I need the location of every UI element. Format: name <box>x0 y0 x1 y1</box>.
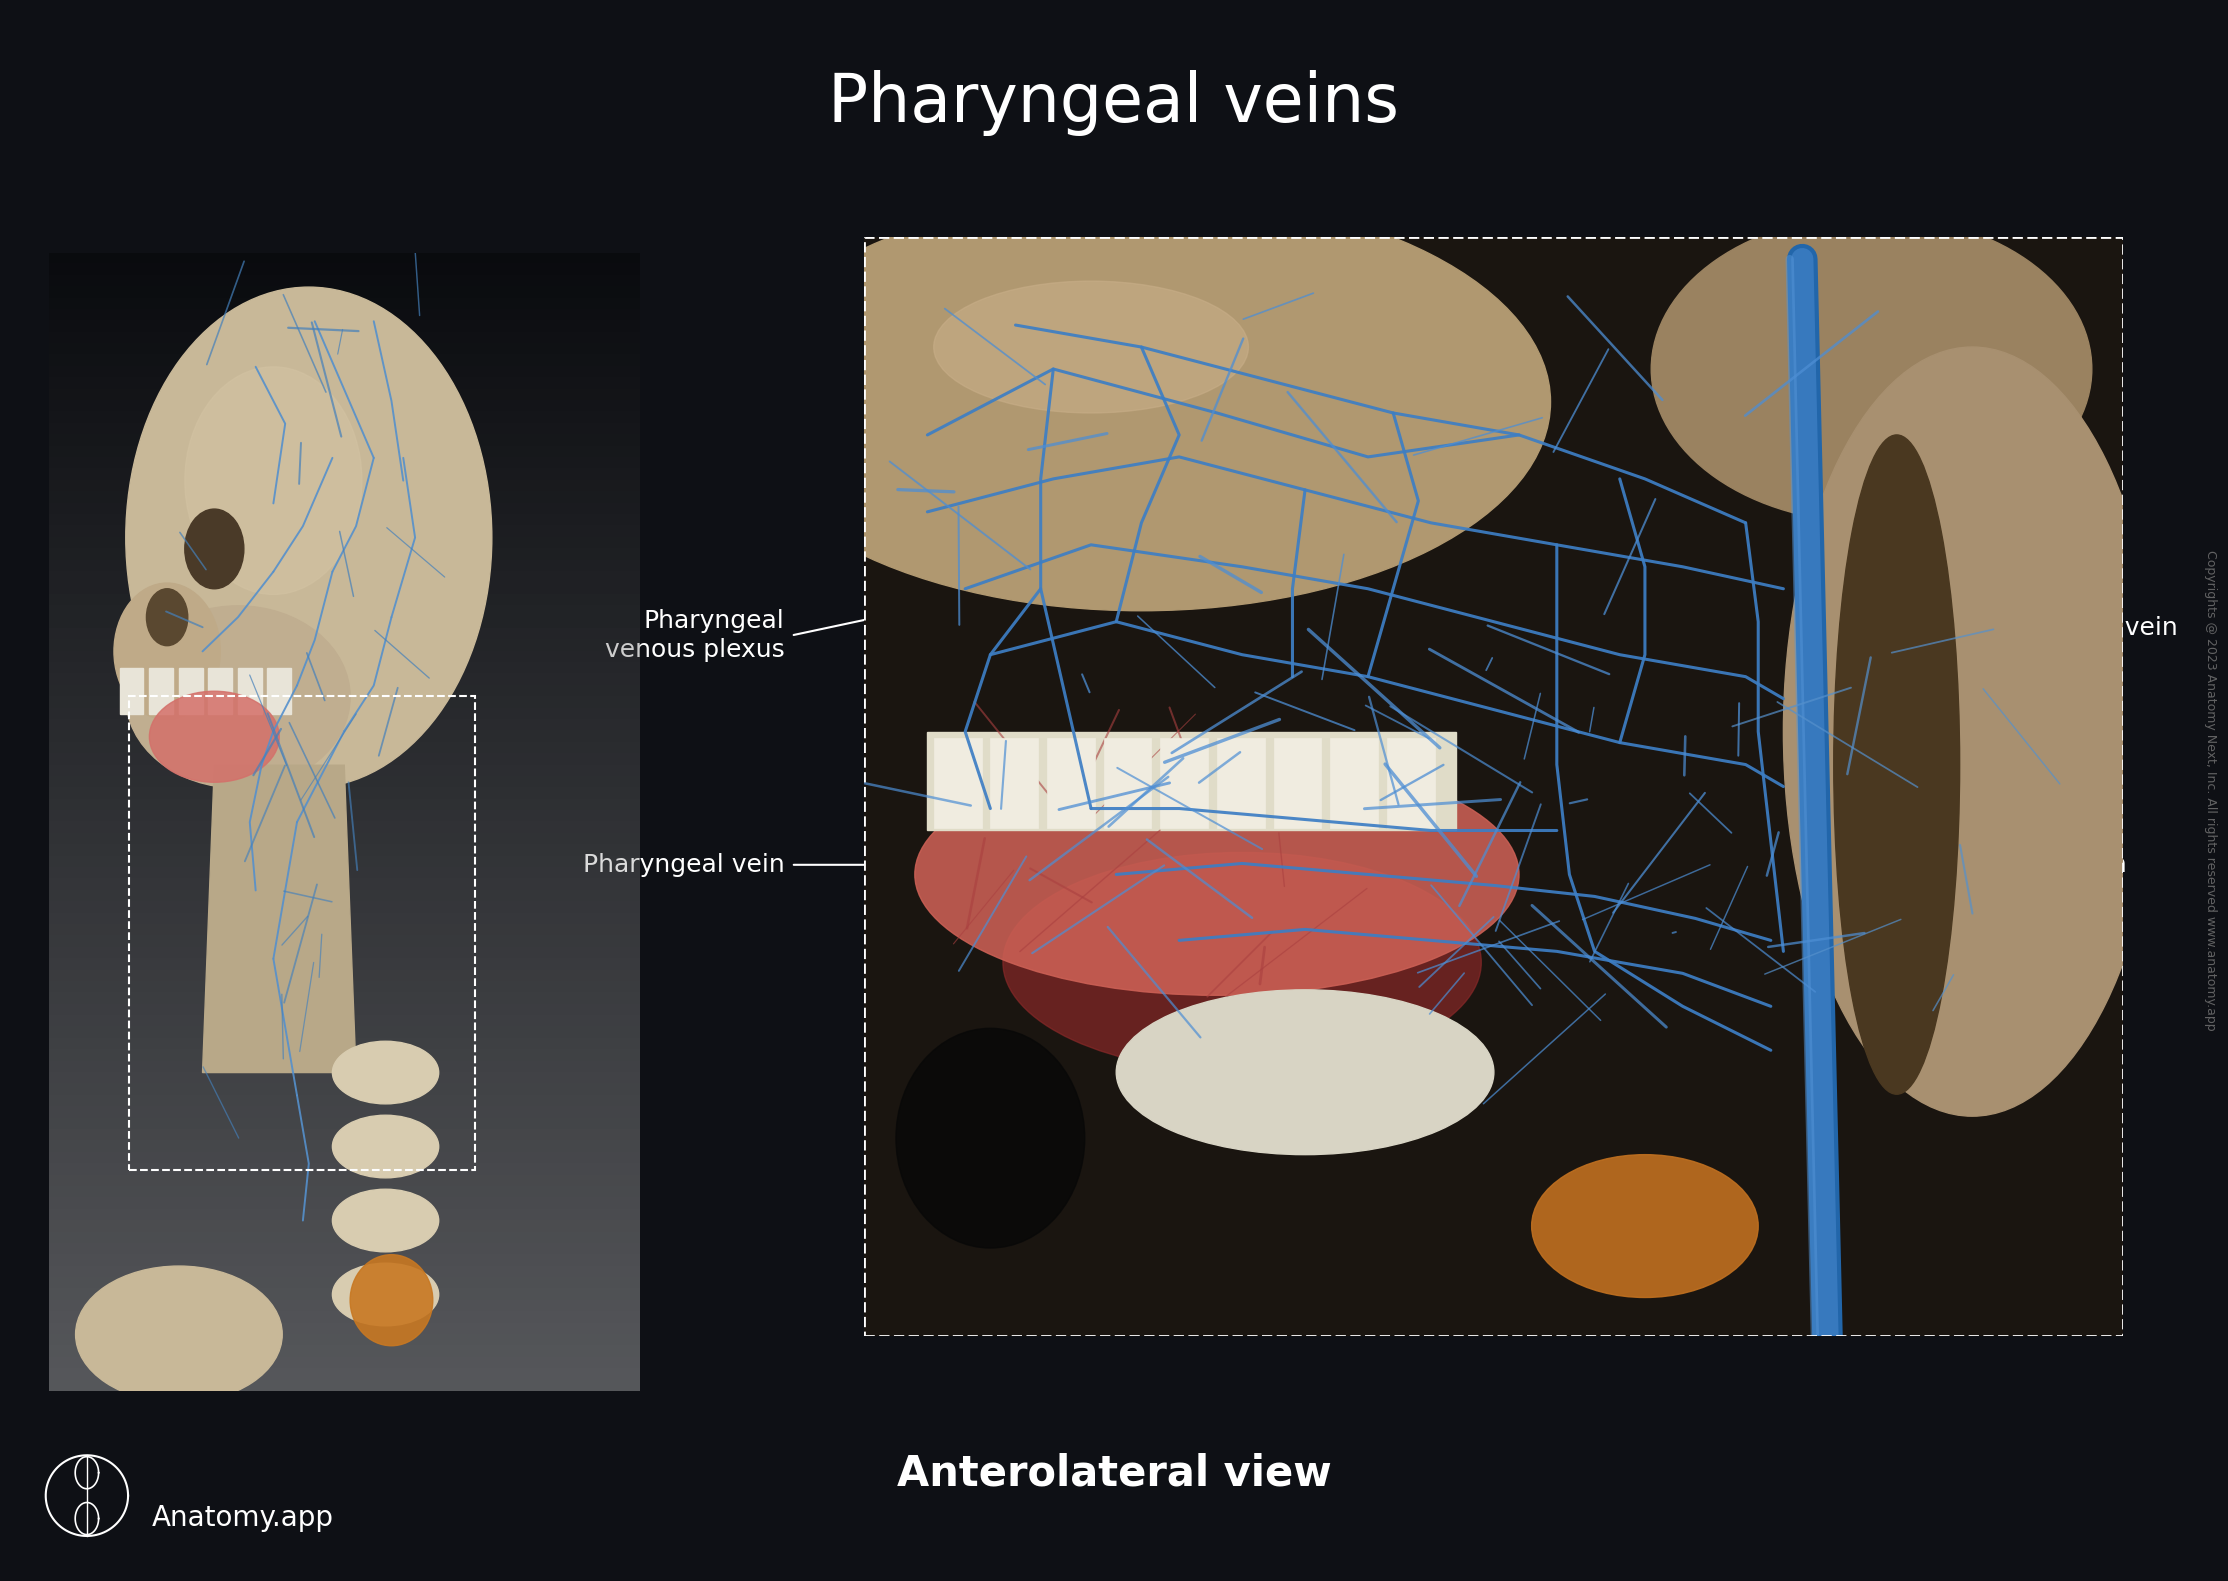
Bar <box>991 738 1038 828</box>
Ellipse shape <box>1782 348 2161 1116</box>
Ellipse shape <box>916 754 1519 996</box>
Ellipse shape <box>1531 1154 1758 1298</box>
Bar <box>129 696 475 1170</box>
Text: Anatomy.app: Anatomy.app <box>152 1504 334 1532</box>
Bar <box>120 669 143 715</box>
Ellipse shape <box>1651 215 2092 523</box>
Text: Copyrights @ 2023 Anatomy Next, Inc. All rights reserved www.anatomy.app: Copyrights @ 2023 Anatomy Next, Inc. All… <box>2203 550 2217 1031</box>
Bar <box>1216 738 1266 828</box>
Text: Pharyngeal veins: Pharyngeal veins <box>829 70 1399 136</box>
Ellipse shape <box>332 1042 439 1104</box>
Ellipse shape <box>147 588 187 645</box>
Text: Anterolateral view: Anterolateral view <box>896 1451 1332 1494</box>
Ellipse shape <box>934 281 1248 413</box>
Ellipse shape <box>332 1115 439 1178</box>
Ellipse shape <box>733 193 1551 610</box>
Ellipse shape <box>1834 435 1961 1094</box>
Ellipse shape <box>896 1028 1085 1247</box>
Bar <box>1161 738 1208 828</box>
Polygon shape <box>203 765 356 1072</box>
Text: Internal jugular vein: Internal jugular vein <box>1925 615 2177 640</box>
Bar <box>209 669 232 715</box>
Ellipse shape <box>350 1255 432 1345</box>
Ellipse shape <box>76 1266 283 1402</box>
Ellipse shape <box>1003 852 1482 1072</box>
Ellipse shape <box>332 1263 439 1326</box>
Bar <box>267 669 292 715</box>
Ellipse shape <box>125 606 350 787</box>
Bar <box>1386 738 1435 828</box>
Ellipse shape <box>114 583 221 719</box>
Text: Pharyngeal vein: Pharyngeal vein <box>1925 852 2128 877</box>
Bar <box>1103 738 1152 828</box>
Bar <box>927 732 1457 830</box>
Bar <box>1274 738 1321 828</box>
Ellipse shape <box>185 509 243 588</box>
Ellipse shape <box>149 691 278 783</box>
Text: Pharyngeal vein: Pharyngeal vein <box>582 852 784 877</box>
Bar <box>1047 738 1094 828</box>
Bar <box>1330 738 1379 828</box>
Bar <box>178 669 203 715</box>
Bar <box>238 669 261 715</box>
Bar <box>934 738 983 828</box>
Ellipse shape <box>332 1189 439 1252</box>
Bar <box>149 669 174 715</box>
Text: Pharyngeal
venous plexus: Pharyngeal venous plexus <box>604 609 784 662</box>
Ellipse shape <box>125 288 492 787</box>
Ellipse shape <box>1116 990 1495 1154</box>
Ellipse shape <box>185 367 361 594</box>
